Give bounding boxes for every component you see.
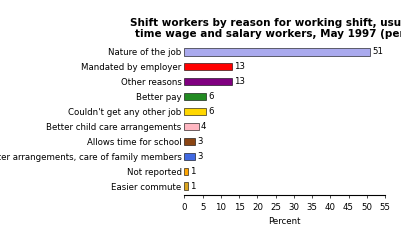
Text: 51: 51 (372, 47, 383, 56)
Text: 1: 1 (190, 182, 195, 191)
Text: 6: 6 (208, 107, 214, 116)
Text: 1: 1 (190, 167, 195, 176)
Text: 3: 3 (197, 152, 203, 161)
Text: 3: 3 (197, 137, 203, 146)
Text: 4: 4 (201, 122, 207, 131)
Bar (184, 153, 195, 160)
Text: 13: 13 (234, 77, 245, 86)
Title: Shift workers by reason for working shift, usual full-
time wage and salary work: Shift workers by reason for working shif… (130, 18, 401, 39)
X-axis label: Percent: Percent (268, 217, 301, 226)
Bar (184, 63, 232, 70)
Bar (184, 168, 188, 175)
Bar (184, 78, 232, 85)
Bar (184, 138, 195, 145)
Bar (184, 93, 207, 100)
Bar (184, 48, 371, 55)
Bar (184, 123, 199, 130)
Text: 6: 6 (208, 92, 214, 101)
Bar (184, 108, 207, 115)
Bar (184, 183, 188, 190)
Text: 13: 13 (234, 62, 245, 71)
